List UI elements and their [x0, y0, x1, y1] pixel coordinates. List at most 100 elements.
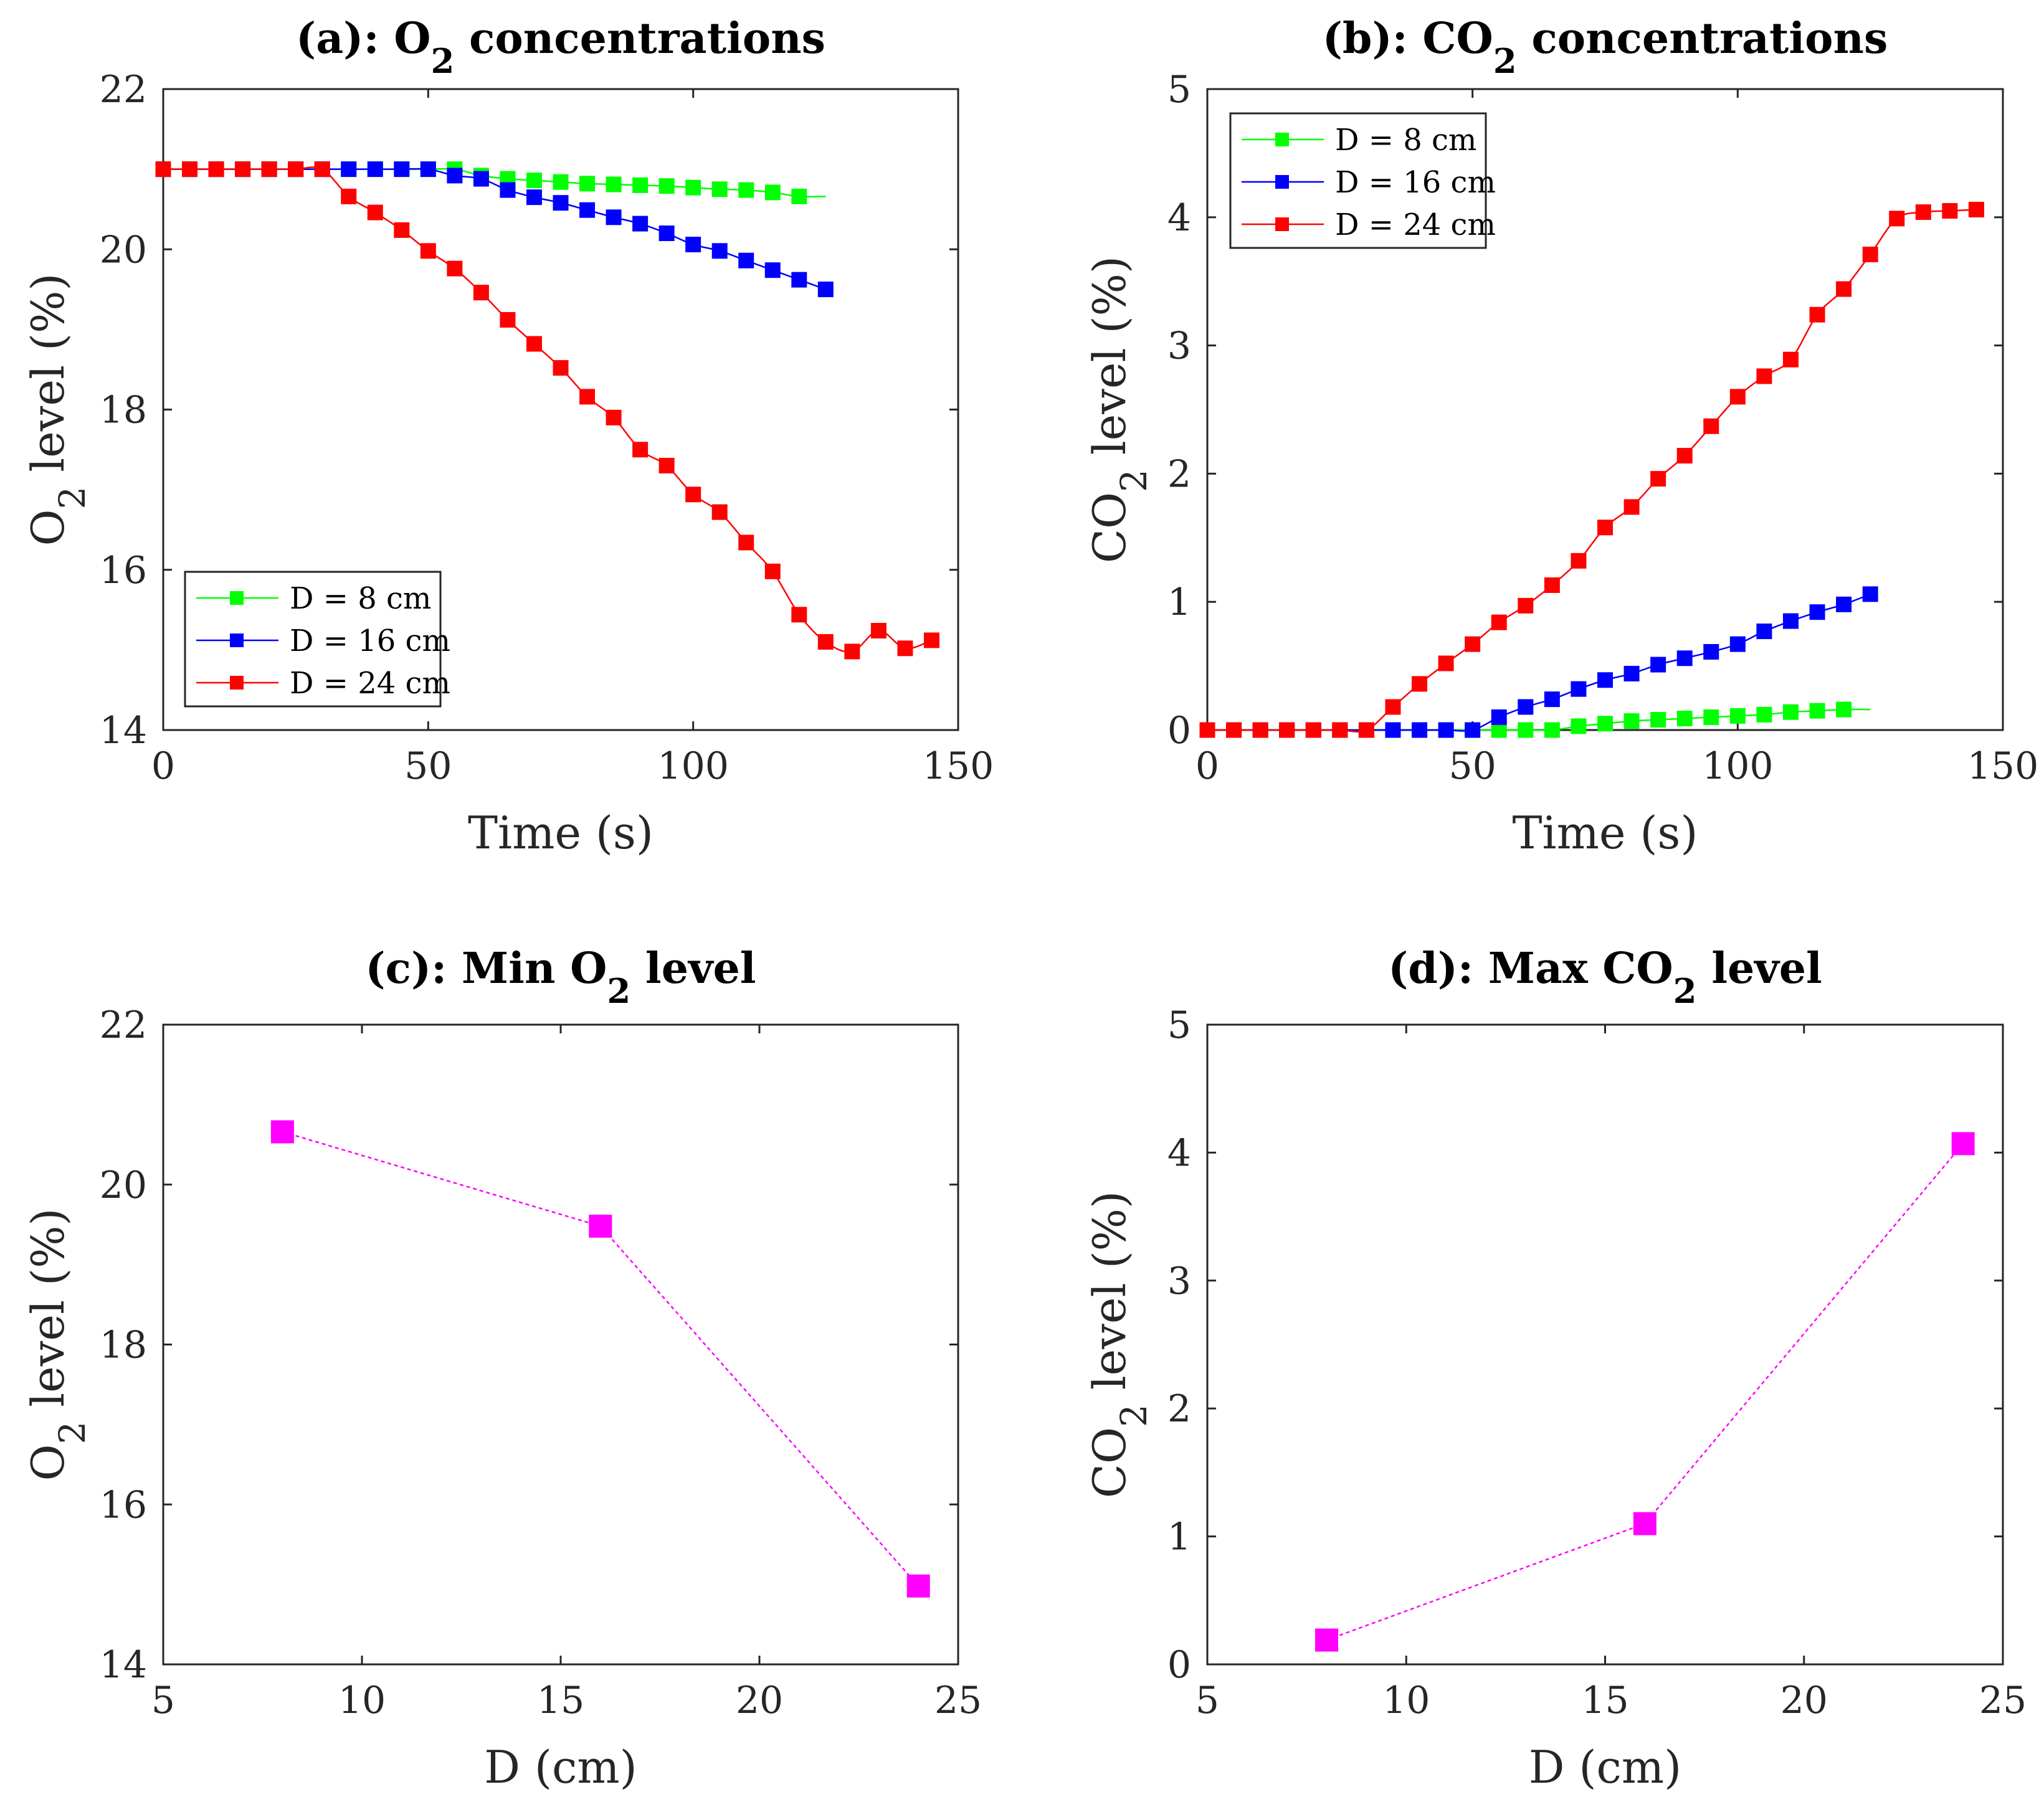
y-tick-label: 16 [100, 549, 147, 592]
data-point [1571, 681, 1587, 697]
data-point [1252, 722, 1268, 738]
legend-box [184, 571, 442, 708]
data-point [500, 311, 516, 328]
data-point [579, 176, 596, 192]
data-point [526, 189, 542, 206]
data-point [1862, 586, 1878, 602]
data-point [1650, 657, 1666, 673]
y-tick-label: 1 [1167, 581, 1191, 624]
data-point [420, 243, 436, 259]
y-tick-label: 5 [1167, 68, 1191, 111]
data-point [711, 181, 728, 197]
data-point [817, 282, 834, 298]
data-point [1836, 701, 1852, 718]
data-point [791, 272, 807, 288]
legend-marker [1275, 133, 1289, 146]
data-point [1597, 519, 1613, 536]
data-point [870, 623, 887, 639]
data-point [1650, 471, 1666, 487]
data-point [553, 360, 569, 376]
data-point [764, 184, 781, 201]
x-tick-label: 20 [736, 1679, 783, 1722]
data-point [1491, 614, 1507, 630]
y-tick-label: 4 [1167, 196, 1191, 240]
data-point [1703, 709, 1719, 725]
data-point [500, 182, 516, 198]
data-point [1465, 722, 1481, 738]
legend-box [1229, 112, 1487, 249]
data-point [1623, 713, 1640, 729]
panel-a: 0 50 100 150 14 16 18 20 22 (a): O2 concentration… [22, 14, 994, 859]
data-point [261, 161, 277, 178]
data-point [1315, 1628, 1339, 1652]
data-point [447, 168, 463, 184]
x-tick-label: 100 [657, 744, 729, 788]
data-point [606, 209, 622, 225]
data-point [738, 534, 754, 551]
data-point [1412, 676, 1428, 692]
data-point [685, 179, 701, 196]
legend-label: D = 16 cm [1335, 165, 1496, 200]
data-point [1676, 650, 1693, 666]
data-point [553, 195, 569, 211]
data-point [579, 202, 596, 218]
y-tick-label: 1 [1167, 1516, 1191, 1559]
panel-d-title: (d): Max CO2 level [1388, 944, 1822, 1011]
data-point [1703, 418, 1719, 434]
data-point [314, 161, 330, 178]
data-point [1412, 722, 1428, 738]
series-c-0 [270, 1120, 930, 1598]
legend-label: D = 16 cm [290, 624, 450, 658]
data-point [711, 504, 728, 520]
data-point [447, 260, 463, 277]
data-point [270, 1120, 294, 1144]
data-point [632, 442, 649, 458]
y-tick-label: 22 [100, 1003, 147, 1047]
x-tick-label: 0 [151, 744, 175, 788]
y-tick-label: 18 [100, 1324, 147, 1367]
data-point [1623, 665, 1640, 681]
y-tick-label: 0 [1167, 709, 1191, 752]
data-point [658, 458, 675, 474]
panel-d-ylabel: CO2 level (%) [1083, 1191, 1155, 1498]
data-point [1544, 722, 1560, 738]
data-point [1836, 596, 1852, 612]
data-point [288, 161, 304, 178]
data-point [1199, 722, 1215, 738]
data-point [1676, 710, 1693, 726]
data-point [1756, 624, 1772, 640]
data-point [526, 336, 542, 352]
data-point [1518, 699, 1534, 715]
panel-c-frame [162, 1023, 959, 1666]
data-point [1358, 722, 1374, 738]
data-point [526, 173, 542, 189]
data-point [897, 640, 913, 657]
data-point [182, 161, 198, 178]
data-point [764, 563, 781, 579]
data-point [711, 243, 728, 259]
x-tick-label: 100 [1702, 744, 1774, 788]
data-point [341, 161, 357, 178]
data-point [1597, 716, 1613, 732]
y-tick-label: 14 [100, 709, 147, 752]
x-tick-label: 150 [1967, 744, 2039, 788]
data-point [1491, 709, 1507, 725]
y-tick-label: 20 [100, 228, 147, 272]
data-point [1544, 691, 1560, 708]
data-point [367, 204, 383, 221]
legend-marker [230, 633, 244, 647]
data-point [791, 607, 807, 623]
legend-label: D = 24 cm [1335, 207, 1496, 242]
data-point [1809, 306, 1825, 323]
data-point [1703, 643, 1719, 660]
x-tick-label: 25 [934, 1679, 982, 1722]
legend-marker [1275, 175, 1289, 189]
data-point [579, 389, 596, 405]
x-tick-label: 10 [338, 1679, 386, 1722]
data-point [1809, 604, 1825, 620]
data-point [1438, 655, 1454, 671]
x-tick-label: 15 [537, 1679, 584, 1722]
data-point [1676, 448, 1693, 464]
y-tick-label: 20 [100, 1164, 147, 1207]
